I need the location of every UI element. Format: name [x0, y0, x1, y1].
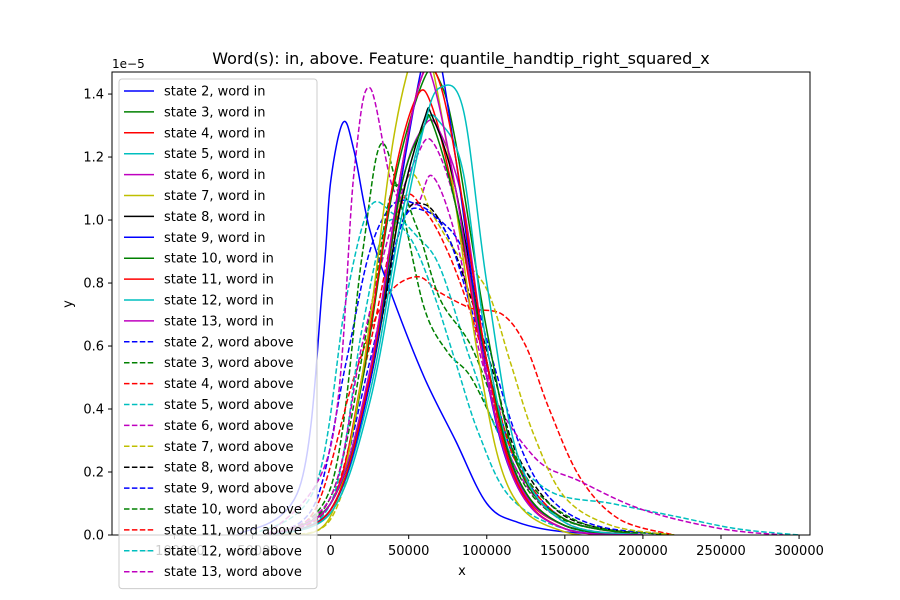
- y-tick-label: 0.4: [83, 403, 104, 418]
- legend-label: state 8, word above: [164, 461, 294, 476]
- series-line-state-6-word-above: [267, 86, 784, 535]
- legend-label: state 7, word in: [164, 189, 266, 204]
- legend-label: state 6, word in: [164, 168, 266, 183]
- y-tick-label: 1.4: [83, 88, 104, 103]
- legend-label: state 11, word in: [164, 273, 274, 288]
- y-tick-label: 1.2: [83, 151, 104, 166]
- series-layer: [236, 72, 800, 535]
- legend-label: state 7, word above: [164, 440, 294, 455]
- legend-label: state 3, word above: [164, 356, 294, 371]
- y-tick-label: 0.0: [83, 529, 104, 544]
- series-line-state-7-word-in: [283, 72, 643, 535]
- x-tick-label: 300000: [774, 544, 824, 559]
- legend-label: state 8, word in: [164, 210, 266, 225]
- series-line-state-13-word-above: [267, 137, 644, 535]
- legend-label: state 10, word in: [164, 252, 274, 267]
- y-axis-offset-label: 1e−5: [112, 57, 145, 71]
- legend-label: state 5, word in: [164, 147, 266, 162]
- y-tick-label: 0.6: [83, 340, 104, 355]
- series-line-state-12-word-in: [267, 84, 644, 535]
- chart-title: Word(s): in, above. Feature: quantile_ha…: [212, 49, 709, 69]
- x-tick-label: 0: [326, 544, 334, 559]
- x-tick-label: 50000: [388, 544, 429, 559]
- series-line-state-11-word-in: [267, 72, 643, 535]
- series-line-state-2-word-in: [236, 120, 643, 535]
- y-tick-label: 0.2: [83, 466, 104, 481]
- legend-label: state 12, word above: [164, 544, 302, 559]
- legend-label: state 10, word above: [164, 503, 302, 518]
- legend: state 2, word in state 3, word in state 4,…: [118, 78, 318, 590]
- series-line-state-3-word-above: [267, 142, 675, 535]
- legend-label: state 3, word in: [164, 105, 266, 120]
- legend-label: state 12, word in: [164, 294, 274, 309]
- x-axis-label: x: [458, 564, 466, 579]
- legend-label: state 11, word above: [164, 523, 302, 538]
- legend-label: state 6, word above: [164, 419, 294, 434]
- legend-label: state 9, word above: [164, 482, 294, 497]
- legend-label: state 4, word in: [164, 126, 266, 141]
- series-line-state-4-word-above: [267, 275, 675, 535]
- series-line-state-13-word-in: [267, 72, 643, 535]
- legend-box: [118, 78, 318, 590]
- x-tick-label: 200000: [618, 544, 668, 559]
- y-axis-label: y: [61, 300, 76, 308]
- legend-label: state 4, word above: [164, 377, 294, 392]
- plot-area-frame: [111, 71, 811, 536]
- x-tick-label: 150000: [540, 544, 590, 559]
- legend-label: state 5, word above: [164, 398, 294, 413]
- series-line-state-10-word-above: [267, 184, 644, 535]
- legend-label: state 2, word in: [164, 85, 266, 100]
- x-tick-label: 250000: [696, 544, 746, 559]
- x-tick-label: 100000: [462, 544, 512, 559]
- y-tick-label: 1.0: [83, 214, 104, 229]
- legend-label: state 2, word above: [164, 335, 294, 350]
- legend-label: state 9, word in: [164, 231, 266, 246]
- legend-label: state 13, word in: [164, 314, 274, 329]
- legend-label: state 13, word above: [164, 565, 302, 580]
- y-axis-ticks: 0.0 0.2 0.4 0.6 0.8 1.0 1.2 1.4: [83, 88, 112, 544]
- y-tick-label: 0.8: [83, 277, 104, 292]
